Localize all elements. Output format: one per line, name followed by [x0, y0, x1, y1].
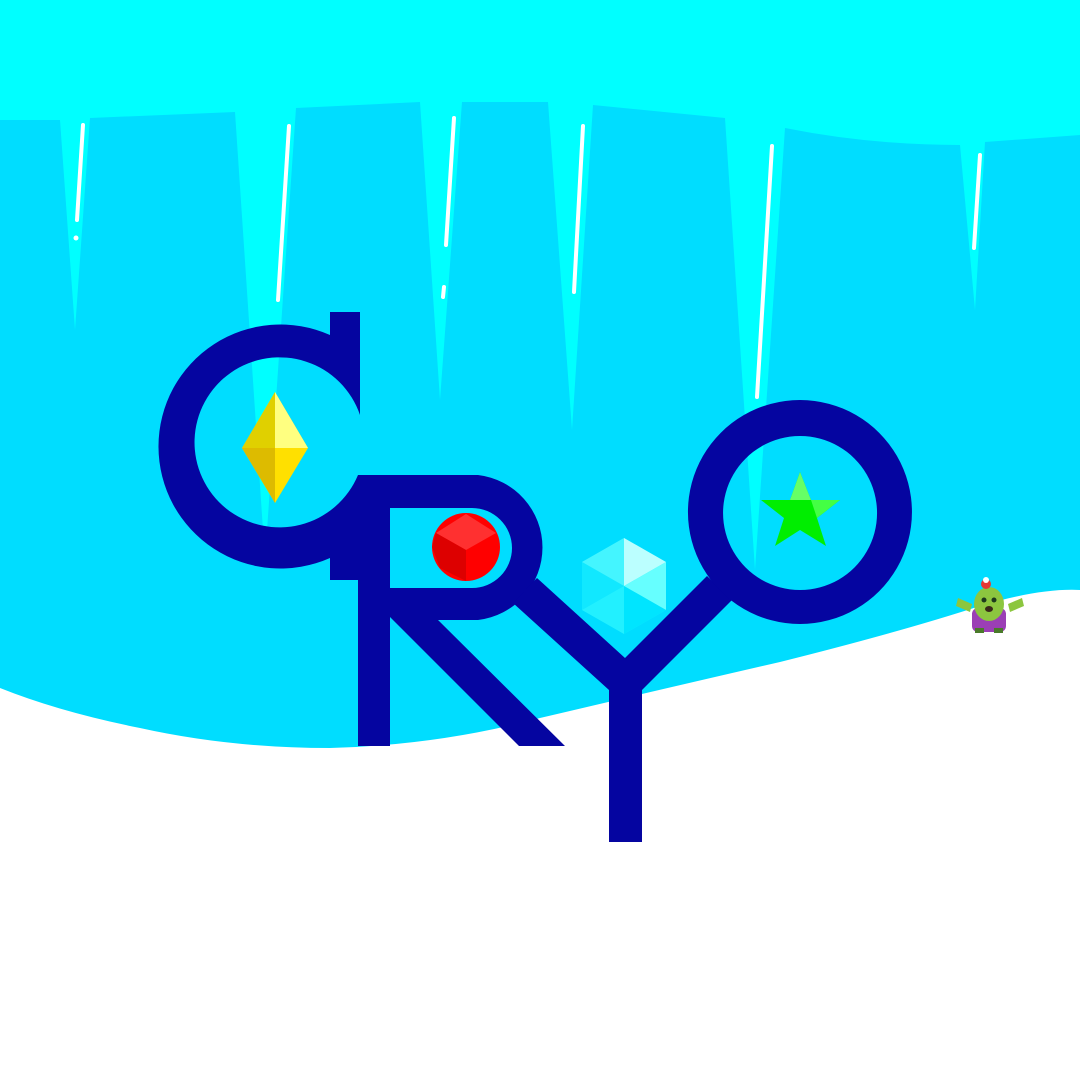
logo-letter-o — [687, 400, 912, 625]
icicle-drop — [73, 235, 79, 241]
red-cube-gem-icon — [432, 513, 500, 581]
logo-letter-c — [158, 312, 360, 580]
snow-ground — [0, 589, 1080, 1080]
cryo-logo — [158, 312, 912, 842]
icicle-highlights — [75, 116, 982, 399]
spike-cactus-character-icon — [956, 577, 1024, 633]
yellow-diamond-gem-icon — [242, 392, 308, 503]
cyan-hexagon-gem-icon — [582, 538, 666, 634]
logo-letter-y — [513, 576, 732, 842]
logo-letter-r — [358, 475, 565, 746]
green-star-gem-icon — [761, 472, 840, 546]
